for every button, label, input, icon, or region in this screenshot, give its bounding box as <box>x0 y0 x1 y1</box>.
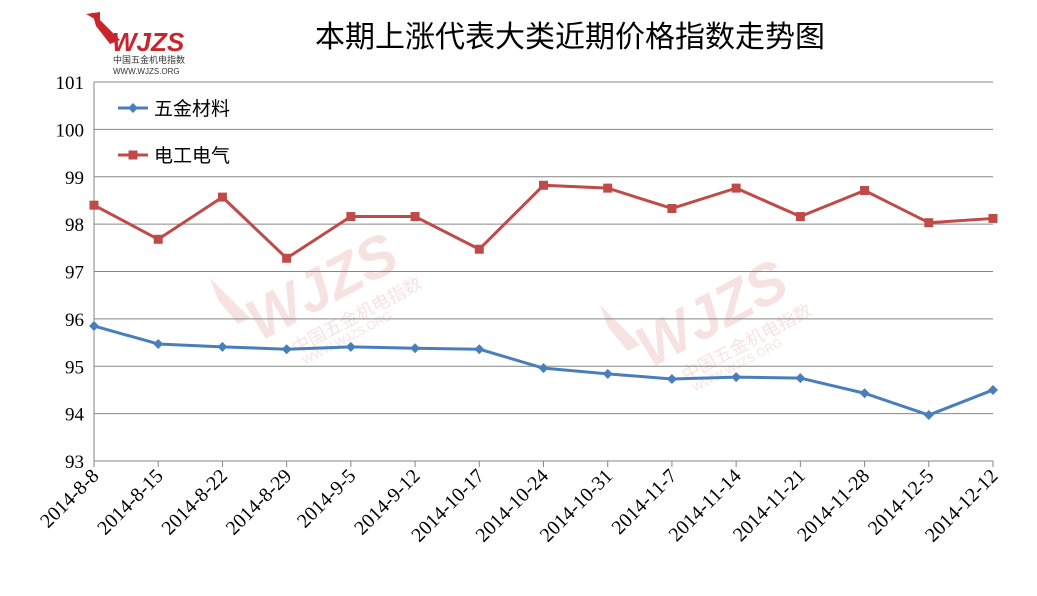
watermark-arrow-icon <box>600 305 640 351</box>
legend-item-1: 电工电气 <box>118 145 230 167</box>
legend-item-0: 五金材料 <box>118 98 230 120</box>
y-tick-label: 95 <box>65 357 84 378</box>
legend-marker <box>128 103 138 113</box>
wjzs-logo: WJZS 中国五金机电指数 WWW.WJZS.ORG <box>86 12 185 76</box>
y-tick-label: 94 <box>65 405 85 426</box>
y-tick-label: 101 <box>56 73 85 94</box>
data-point <box>89 320 99 331</box>
data-point <box>153 234 163 244</box>
data-point <box>538 363 549 374</box>
x-tick-label: 2014-9-5 <box>293 465 360 532</box>
data-point <box>859 388 870 399</box>
chart-title: 本期上涨代表大类近期价格指数走势图 <box>315 20 825 55</box>
data-point <box>217 341 228 352</box>
logo-subtitle: 中国五金机电指数 <box>113 54 185 66</box>
data-point <box>89 200 99 210</box>
legend-label: 五金材料 <box>154 98 230 120</box>
logo-url: WWW.WJZS.ORG <box>113 67 180 76</box>
logo-mark: WJZS <box>112 27 185 57</box>
data-point <box>603 183 613 193</box>
y-tick-label: 100 <box>56 120 85 141</box>
data-point <box>282 253 292 263</box>
watermark-left: WJZS 中国五金机电指数 WWW.WJZS.ORG <box>210 220 426 368</box>
series-1 <box>89 180 998 263</box>
data-point <box>153 338 164 349</box>
data-point <box>345 341 356 352</box>
legend-label: 电工电气 <box>154 145 230 167</box>
x-tick-label: 2014-8-22 <box>157 465 231 539</box>
watermark-arrow-icon <box>210 278 250 324</box>
data-point <box>217 192 227 202</box>
data-point <box>474 344 485 355</box>
data-point <box>667 203 677 213</box>
y-tick-label: 97 <box>65 263 84 284</box>
data-point <box>539 180 548 190</box>
data-point <box>410 343 421 354</box>
series-0 <box>89 320 998 421</box>
data-point <box>666 374 677 385</box>
data-point <box>988 213 998 223</box>
data-point <box>795 212 805 222</box>
gridlines <box>94 81 993 462</box>
y-tick-label: 99 <box>65 168 84 189</box>
data-point <box>795 373 806 384</box>
data-point <box>988 384 998 395</box>
data-point <box>731 183 741 193</box>
x-tick-label: 2014-8-8 <box>36 465 103 532</box>
data-point <box>731 372 742 383</box>
data-point <box>410 212 420 222</box>
y-tick-label: 98 <box>65 215 84 236</box>
watermark-right: WJZS 中国五金机电指数 WWW.WJZS.ORG <box>600 247 816 395</box>
data-point <box>346 212 356 222</box>
data-point <box>602 368 613 379</box>
series-line <box>93 183 994 260</box>
y-tick-label: 96 <box>65 310 84 331</box>
legend-marker <box>128 150 138 160</box>
series-layer <box>89 180 998 421</box>
data-point <box>474 244 484 254</box>
data-point <box>924 218 934 228</box>
x-tick-label: 2014-8-29 <box>222 465 296 539</box>
data-point <box>860 185 870 195</box>
data-point <box>281 344 292 355</box>
y-tick-label: 93 <box>65 452 84 473</box>
x-tick-label: 2014-8-15 <box>93 465 167 539</box>
data-point <box>923 410 934 421</box>
